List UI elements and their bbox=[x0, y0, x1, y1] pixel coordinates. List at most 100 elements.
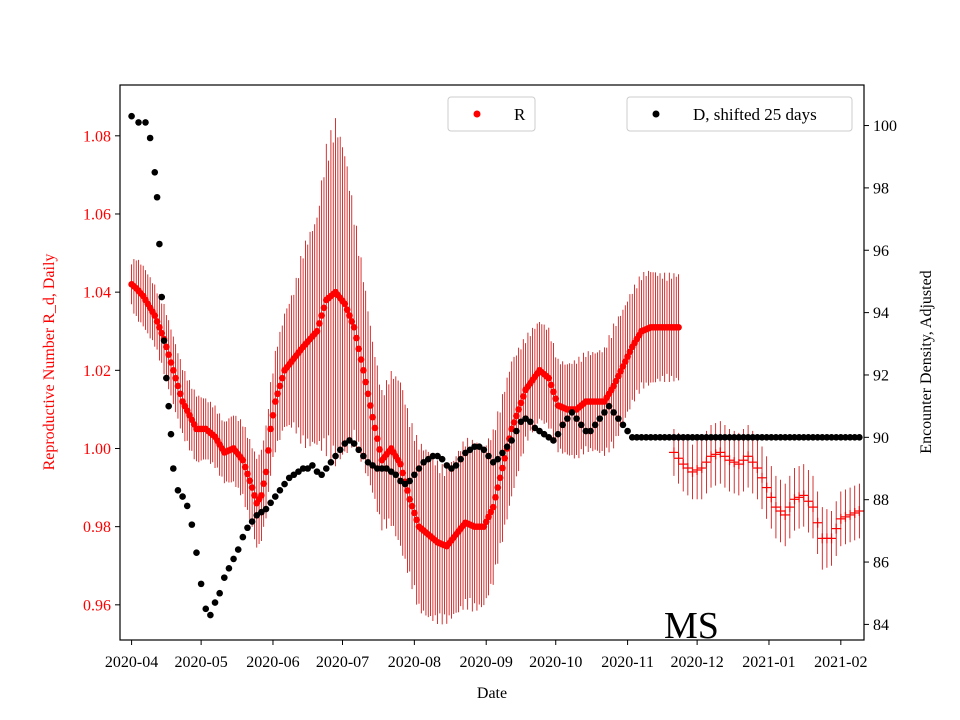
d-point bbox=[749, 434, 757, 441]
legend-d-label: D, shifted 25 days bbox=[693, 105, 817, 124]
d-point bbox=[271, 493, 279, 500]
r-point bbox=[367, 402, 374, 409]
d-point bbox=[591, 421, 599, 429]
d-point bbox=[554, 430, 562, 438]
d-point bbox=[225, 564, 233, 572]
r-point bbox=[271, 398, 279, 405]
r-ext-point bbox=[696, 463, 707, 474]
d-point bbox=[791, 434, 798, 441]
d-point bbox=[832, 434, 840, 441]
x-tick-label: 2020-09 bbox=[460, 654, 513, 671]
d-point bbox=[670, 434, 678, 441]
d-point bbox=[295, 468, 302, 475]
d-point bbox=[211, 599, 219, 606]
x-tick-label: 2020-07 bbox=[316, 654, 369, 671]
d-point bbox=[693, 434, 701, 441]
r-ext-point bbox=[803, 496, 814, 507]
d-point bbox=[698, 434, 706, 441]
d-point bbox=[346, 437, 353, 444]
r-point bbox=[151, 312, 159, 319]
d-point bbox=[582, 427, 590, 435]
legend-r: R bbox=[447, 96, 536, 132]
d-point bbox=[318, 471, 325, 479]
d-point bbox=[740, 434, 747, 441]
d-point bbox=[188, 521, 196, 528]
d-point bbox=[679, 434, 687, 441]
r-point bbox=[153, 318, 161, 325]
d-point bbox=[647, 434, 655, 441]
d-point bbox=[550, 437, 557, 444]
r-point bbox=[610, 382, 617, 390]
d-point bbox=[716, 434, 724, 441]
d-point bbox=[183, 502, 191, 510]
d-point bbox=[332, 452, 339, 460]
d-point bbox=[767, 434, 775, 441]
d-point bbox=[703, 434, 710, 441]
d-point bbox=[526, 418, 534, 426]
d-point bbox=[304, 465, 312, 472]
d-point bbox=[809, 434, 817, 441]
r-point bbox=[316, 320, 323, 327]
d-point bbox=[638, 434, 645, 441]
r-point bbox=[262, 468, 270, 476]
d-point bbox=[619, 421, 627, 429]
r-point bbox=[244, 470, 251, 478]
r-ext-point bbox=[798, 490, 809, 501]
x-tick-label: 2020-12 bbox=[670, 654, 723, 671]
r-ext-point bbox=[812, 517, 823, 528]
d-point bbox=[758, 434, 766, 441]
r-ext-point bbox=[849, 507, 860, 518]
r-ext-point bbox=[808, 502, 819, 513]
d-point bbox=[837, 434, 845, 441]
r-ext-point bbox=[752, 463, 763, 474]
d-point bbox=[322, 465, 330, 472]
r-ext-point bbox=[835, 513, 846, 524]
d-point bbox=[179, 493, 186, 500]
x-tick-label: 2020-04 bbox=[105, 654, 158, 671]
d-point bbox=[373, 465, 381, 472]
d-point bbox=[276, 487, 284, 494]
d-point bbox=[735, 434, 743, 441]
d-point bbox=[158, 293, 166, 301]
d-point bbox=[146, 134, 154, 142]
d-point bbox=[411, 471, 418, 479]
left-y-tick-label: 0.98 bbox=[83, 519, 111, 536]
r-point bbox=[612, 377, 620, 385]
d-point bbox=[135, 119, 142, 126]
d-point bbox=[364, 458, 372, 466]
r-ext-point bbox=[743, 451, 754, 462]
d-point bbox=[601, 409, 608, 416]
d-point bbox=[689, 434, 696, 441]
d-point bbox=[290, 471, 298, 479]
d-point bbox=[517, 418, 525, 426]
r-point bbox=[357, 356, 365, 363]
d-point bbox=[485, 452, 492, 460]
r-ext-point bbox=[747, 457, 758, 468]
d-point bbox=[494, 455, 502, 463]
d-point bbox=[448, 465, 455, 472]
d-point bbox=[341, 440, 349, 447]
data-points bbox=[128, 112, 865, 619]
d-point bbox=[499, 449, 506, 457]
r-point bbox=[489, 503, 497, 511]
d-point bbox=[610, 409, 617, 416]
d-point bbox=[452, 462, 460, 469]
r-point bbox=[355, 345, 363, 353]
d-point bbox=[170, 465, 177, 472]
r-ext-point bbox=[701, 457, 712, 468]
d-point bbox=[142, 119, 149, 126]
r-point bbox=[274, 390, 281, 398]
left-y-tick-label: 1.04 bbox=[83, 285, 111, 302]
legend-r-box bbox=[447, 96, 536, 132]
x-tick-label: 2021-02 bbox=[814, 654, 867, 671]
r-ext-point bbox=[692, 464, 703, 475]
legend-r-marker bbox=[473, 110, 481, 118]
d-point bbox=[800, 434, 808, 441]
r-ext-point bbox=[710, 449, 721, 460]
d-point bbox=[615, 415, 622, 422]
d-point bbox=[285, 474, 293, 482]
d-point bbox=[392, 471, 400, 479]
d-point bbox=[828, 434, 835, 441]
d-point bbox=[675, 434, 682, 441]
d-point bbox=[244, 524, 251, 532]
